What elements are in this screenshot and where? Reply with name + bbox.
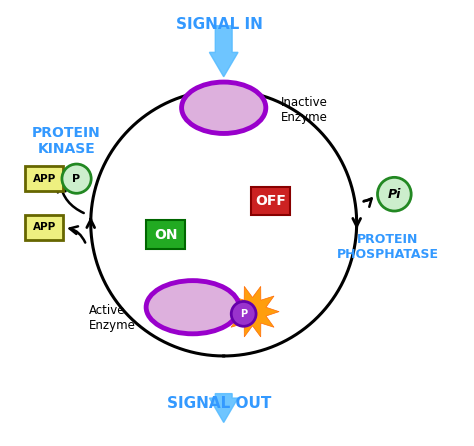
Circle shape	[62, 164, 91, 193]
FancyBboxPatch shape	[25, 215, 63, 240]
Text: P: P	[240, 309, 247, 319]
Circle shape	[377, 178, 411, 211]
Text: ON: ON	[154, 227, 177, 242]
Text: PROTEIN
PHOSPHATASE: PROTEIN PHOSPHATASE	[337, 233, 439, 261]
FancyBboxPatch shape	[146, 220, 185, 249]
Text: Pi: Pi	[388, 188, 401, 201]
Text: APP: APP	[33, 223, 56, 232]
Text: PROTEIN
KINASE: PROTEIN KINASE	[32, 126, 101, 156]
FancyArrow shape	[210, 26, 238, 77]
FancyBboxPatch shape	[25, 166, 63, 191]
FancyArrow shape	[210, 394, 238, 422]
Circle shape	[231, 301, 256, 326]
Polygon shape	[226, 286, 279, 337]
Text: Inactive
Enzyme: Inactive Enzyme	[282, 96, 328, 124]
Text: Active
Enzyme: Active Enzyme	[89, 304, 136, 332]
Text: APP: APP	[33, 173, 56, 184]
Text: SIGNAL IN: SIGNAL IN	[176, 17, 263, 32]
Ellipse shape	[182, 82, 266, 133]
FancyBboxPatch shape	[251, 187, 290, 215]
Text: SIGNAL OUT: SIGNAL OUT	[167, 396, 272, 411]
Ellipse shape	[146, 281, 239, 334]
Text: P: P	[73, 173, 81, 184]
Text: OFF: OFF	[255, 194, 286, 208]
